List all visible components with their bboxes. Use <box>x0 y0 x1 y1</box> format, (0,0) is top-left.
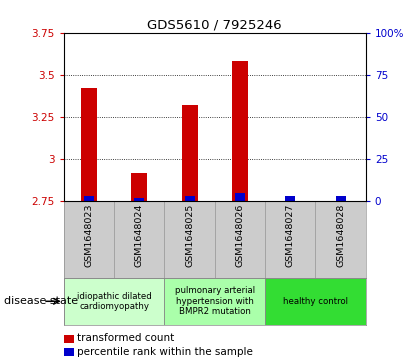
Bar <box>232 61 248 201</box>
Bar <box>185 196 195 201</box>
Text: pulmonary arterial
hypertension with
BMPR2 mutation: pulmonary arterial hypertension with BMP… <box>175 286 255 316</box>
Text: GSM1648027: GSM1648027 <box>286 204 295 267</box>
Text: GSM1648023: GSM1648023 <box>84 204 93 267</box>
Text: GSM1648028: GSM1648028 <box>336 204 345 267</box>
Bar <box>64 335 74 343</box>
Bar <box>335 196 346 201</box>
Text: disease state: disease state <box>4 296 78 306</box>
Title: GDS5610 / 7925246: GDS5610 / 7925246 <box>148 19 282 32</box>
Text: GSM1648026: GSM1648026 <box>236 204 245 267</box>
Bar <box>84 196 94 201</box>
Bar <box>81 88 97 201</box>
Bar <box>114 201 164 278</box>
Bar <box>164 278 265 325</box>
Text: transformed count: transformed count <box>77 333 175 343</box>
Bar <box>316 201 366 278</box>
Bar <box>215 201 265 278</box>
Bar <box>265 201 316 278</box>
Text: GSM1648024: GSM1648024 <box>135 204 144 267</box>
Bar <box>64 201 114 278</box>
Bar <box>235 193 245 201</box>
Text: idiopathic dilated
cardiomyopathy: idiopathic dilated cardiomyopathy <box>77 291 151 311</box>
Text: healthy control: healthy control <box>283 297 348 306</box>
Text: percentile rank within the sample: percentile rank within the sample <box>77 347 253 357</box>
Bar <box>64 348 74 356</box>
Bar <box>134 198 144 201</box>
Text: GSM1648025: GSM1648025 <box>185 204 194 267</box>
Bar <box>64 278 164 325</box>
Bar <box>285 196 295 201</box>
Bar <box>131 173 147 201</box>
Bar <box>164 201 215 278</box>
Bar <box>265 278 366 325</box>
Bar <box>182 105 198 201</box>
